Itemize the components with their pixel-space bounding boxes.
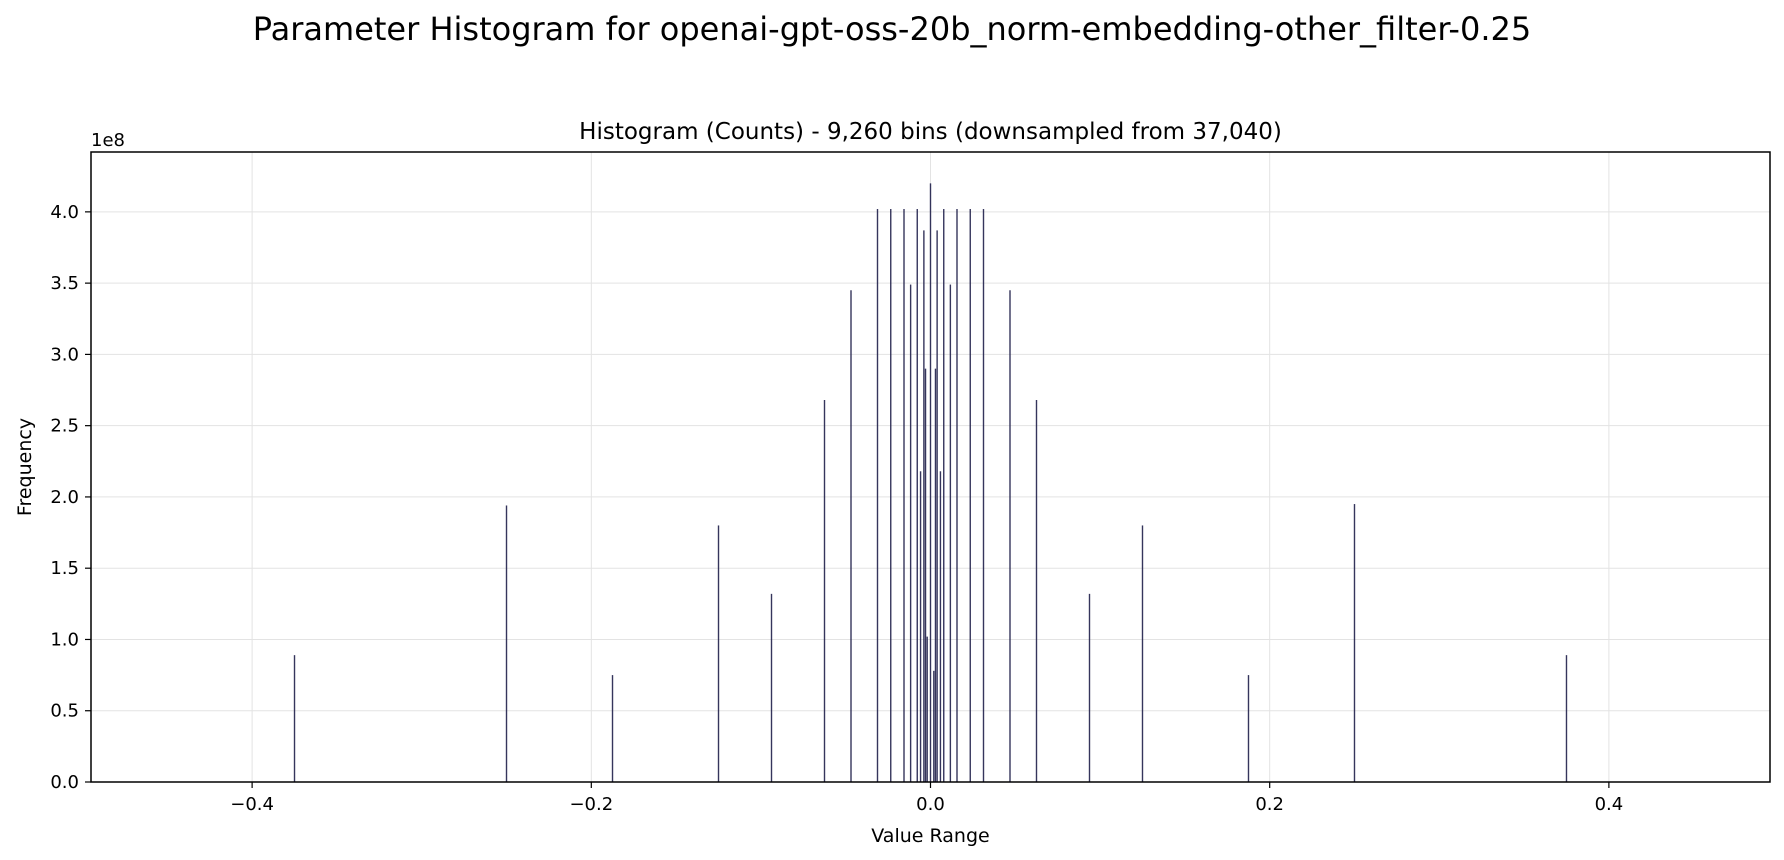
x-tick-label: 0.2 xyxy=(1255,794,1284,815)
histogram-bar xyxy=(717,525,720,782)
y-tick-label: 3.0 xyxy=(50,344,79,365)
histogram-bar xyxy=(505,505,508,782)
axis-ticks: −0.4 −0.2 0.0 0.2 0.4 0.0 0.5 1.0 1.5 2.0 2.5 3.0 3.… xyxy=(50,202,1623,815)
x-tick-label: 0.4 xyxy=(1595,794,1624,815)
histogram-bar xyxy=(1247,675,1250,782)
histogram-bar xyxy=(1088,593,1091,782)
histogram-bar xyxy=(770,593,773,782)
histogram-bar xyxy=(943,209,945,783)
histogram-bar xyxy=(1009,290,1011,782)
histogram-bar xyxy=(611,675,614,782)
y-axis-offset-label: 1e8 xyxy=(91,130,125,151)
histogram-bar xyxy=(939,471,942,782)
histogram-bar xyxy=(909,284,912,782)
histogram-bar xyxy=(1141,525,1144,782)
histogram-bar xyxy=(936,230,938,782)
histogram-bar xyxy=(890,209,892,783)
y-tick-label: 0.5 xyxy=(50,701,79,722)
histogram-bar xyxy=(923,230,925,782)
histogram-bar xyxy=(293,655,296,782)
histogram-bar xyxy=(982,209,985,783)
y-tick-label: 1.5 xyxy=(50,558,79,579)
histogram-bar xyxy=(823,400,826,782)
y-axis-label: Frequency xyxy=(14,418,36,516)
histogram-bars xyxy=(293,183,1568,783)
histogram-bar xyxy=(850,290,852,782)
histogram-bar xyxy=(949,284,952,782)
histogram-bar xyxy=(933,670,935,782)
histogram-bar xyxy=(956,209,958,783)
x-tick-label: −0.4 xyxy=(230,794,274,815)
histogram-bar xyxy=(929,183,932,782)
histogram-bar xyxy=(924,368,927,782)
x-axis-label: Value Range xyxy=(871,825,989,847)
x-tick-label: −0.2 xyxy=(569,794,613,815)
y-tick-label: 2.5 xyxy=(50,416,79,437)
y-tick-label: 4.0 xyxy=(50,202,79,223)
histogram-bar xyxy=(916,209,918,783)
histogram-bar xyxy=(919,471,922,782)
plot-title: Histogram (Counts) - 9,260 bins (downsam… xyxy=(579,119,1282,145)
histogram-bar xyxy=(1035,400,1038,782)
histogram-bar xyxy=(876,209,879,783)
histogram-bar xyxy=(969,209,971,783)
x-tick-label: 0.0 xyxy=(916,794,945,815)
y-tick-label: 0.0 xyxy=(50,772,79,793)
figure-suptitle: Parameter Histogram for openai-gpt-oss-2… xyxy=(252,10,1532,48)
histogram-bar xyxy=(934,368,937,782)
y-tick-label: 2.0 xyxy=(50,487,79,508)
histogram-bar xyxy=(1565,655,1568,782)
y-tick-label: 3.5 xyxy=(50,273,79,294)
histogram-bar xyxy=(1353,504,1356,782)
y-tick-label: 1.0 xyxy=(50,629,79,650)
histogram-bar xyxy=(903,209,905,783)
histogram-bar xyxy=(926,636,928,782)
